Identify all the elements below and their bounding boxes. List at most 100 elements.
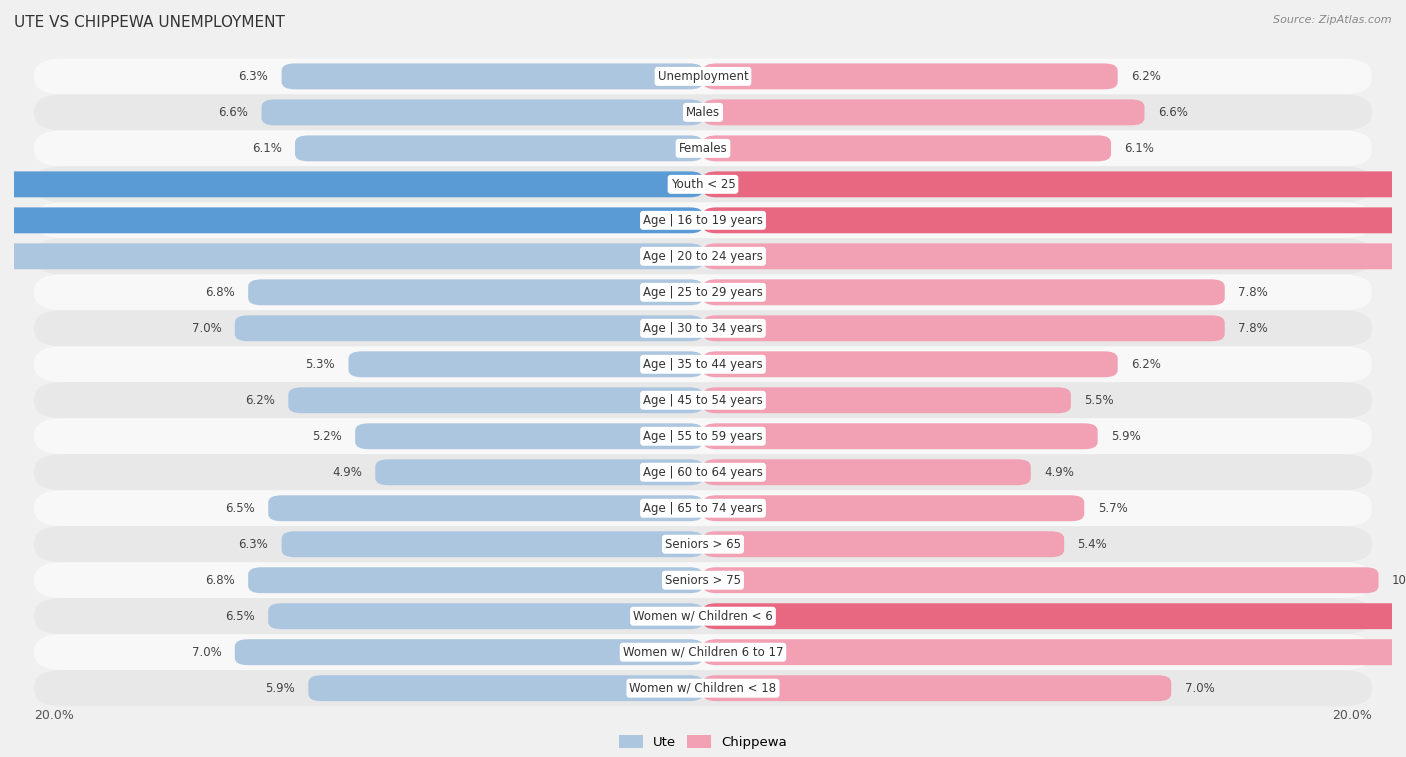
FancyBboxPatch shape [703,243,1406,269]
Text: Males: Males [686,106,720,119]
FancyBboxPatch shape [34,310,1372,346]
Text: 4.9%: 4.9% [332,466,361,478]
FancyBboxPatch shape [249,279,703,305]
FancyBboxPatch shape [295,136,703,161]
FancyBboxPatch shape [34,526,1372,562]
Text: 5.3%: 5.3% [305,358,335,371]
FancyBboxPatch shape [375,459,703,485]
Text: Age | 25 to 29 years: Age | 25 to 29 years [643,286,763,299]
Text: 5.5%: 5.5% [1084,394,1114,407]
Text: Youth < 25: Youth < 25 [671,178,735,191]
FancyBboxPatch shape [235,639,703,665]
Text: 6.1%: 6.1% [252,142,281,155]
Text: 7.8%: 7.8% [1239,286,1268,299]
Text: Seniors > 75: Seniors > 75 [665,574,741,587]
Text: UTE VS CHIPPEWA UNEMPLOYMENT: UTE VS CHIPPEWA UNEMPLOYMENT [14,15,285,30]
FancyBboxPatch shape [349,351,703,377]
FancyBboxPatch shape [34,419,1372,454]
Text: Females: Females [679,142,727,155]
FancyBboxPatch shape [703,64,1118,89]
FancyBboxPatch shape [703,459,1031,485]
FancyBboxPatch shape [703,316,1225,341]
Text: 6.8%: 6.8% [205,574,235,587]
FancyBboxPatch shape [249,567,703,593]
Text: Age | 60 to 64 years: Age | 60 to 64 years [643,466,763,478]
Text: Unemployment: Unemployment [658,70,748,83]
FancyBboxPatch shape [281,64,703,89]
FancyBboxPatch shape [703,279,1225,305]
FancyBboxPatch shape [34,634,1372,670]
FancyBboxPatch shape [34,491,1372,526]
Text: 6.2%: 6.2% [1130,70,1161,83]
Legend: Ute, Chippewa: Ute, Chippewa [613,730,793,755]
FancyBboxPatch shape [34,382,1372,419]
Text: 6.3%: 6.3% [239,70,269,83]
Text: 20.0%: 20.0% [1331,709,1372,722]
Text: 7.0%: 7.0% [191,646,221,659]
Text: 6.6%: 6.6% [1157,106,1188,119]
Text: 6.3%: 6.3% [239,537,269,551]
FancyBboxPatch shape [703,388,1071,413]
Text: Age | 55 to 59 years: Age | 55 to 59 years [643,430,763,443]
Text: 5.4%: 5.4% [1077,537,1108,551]
FancyBboxPatch shape [34,167,1372,202]
FancyBboxPatch shape [703,207,1406,233]
Text: Women w/ Children 6 to 17: Women w/ Children 6 to 17 [623,646,783,659]
Text: 7.0%: 7.0% [191,322,221,335]
FancyBboxPatch shape [703,136,1111,161]
Text: Source: ZipAtlas.com: Source: ZipAtlas.com [1274,15,1392,25]
Text: 6.1%: 6.1% [1125,142,1154,155]
FancyBboxPatch shape [703,423,1098,449]
Text: Age | 45 to 54 years: Age | 45 to 54 years [643,394,763,407]
FancyBboxPatch shape [0,243,703,269]
Text: 6.5%: 6.5% [225,502,254,515]
FancyBboxPatch shape [34,238,1372,274]
FancyBboxPatch shape [703,99,1144,126]
Text: Age | 35 to 44 years: Age | 35 to 44 years [643,358,763,371]
FancyBboxPatch shape [235,316,703,341]
FancyBboxPatch shape [34,274,1372,310]
FancyBboxPatch shape [0,207,703,233]
FancyBboxPatch shape [34,95,1372,130]
Text: Seniors > 65: Seniors > 65 [665,537,741,551]
FancyBboxPatch shape [281,531,703,557]
FancyBboxPatch shape [34,670,1372,706]
Text: 20.0%: 20.0% [34,709,75,722]
Text: 5.9%: 5.9% [1111,430,1140,443]
Text: Women w/ Children < 6: Women w/ Children < 6 [633,609,773,623]
Text: 6.6%: 6.6% [218,106,249,119]
FancyBboxPatch shape [703,639,1406,665]
FancyBboxPatch shape [34,58,1372,95]
FancyBboxPatch shape [288,388,703,413]
FancyBboxPatch shape [34,346,1372,382]
Text: 7.8%: 7.8% [1239,322,1268,335]
FancyBboxPatch shape [34,562,1372,598]
Text: Age | 20 to 24 years: Age | 20 to 24 years [643,250,763,263]
FancyBboxPatch shape [0,171,703,198]
FancyBboxPatch shape [34,130,1372,167]
Text: 10.1%: 10.1% [1392,574,1406,587]
Text: Women w/ Children < 18: Women w/ Children < 18 [630,682,776,695]
FancyBboxPatch shape [703,603,1406,629]
FancyBboxPatch shape [703,171,1406,198]
Text: 6.8%: 6.8% [205,286,235,299]
FancyBboxPatch shape [703,567,1378,593]
Text: 7.0%: 7.0% [1185,682,1215,695]
Text: Age | 16 to 19 years: Age | 16 to 19 years [643,213,763,227]
FancyBboxPatch shape [269,603,703,629]
Text: Age | 65 to 74 years: Age | 65 to 74 years [643,502,763,515]
Text: 6.2%: 6.2% [245,394,276,407]
Text: 6.2%: 6.2% [1130,358,1161,371]
FancyBboxPatch shape [34,454,1372,491]
FancyBboxPatch shape [356,423,703,449]
Text: 4.9%: 4.9% [1045,466,1074,478]
FancyBboxPatch shape [703,531,1064,557]
FancyBboxPatch shape [703,495,1084,522]
FancyBboxPatch shape [34,598,1372,634]
Text: Age | 30 to 34 years: Age | 30 to 34 years [643,322,763,335]
Text: 5.7%: 5.7% [1098,502,1128,515]
FancyBboxPatch shape [703,675,1171,701]
FancyBboxPatch shape [703,351,1118,377]
FancyBboxPatch shape [262,99,703,126]
Text: 6.5%: 6.5% [225,609,254,623]
